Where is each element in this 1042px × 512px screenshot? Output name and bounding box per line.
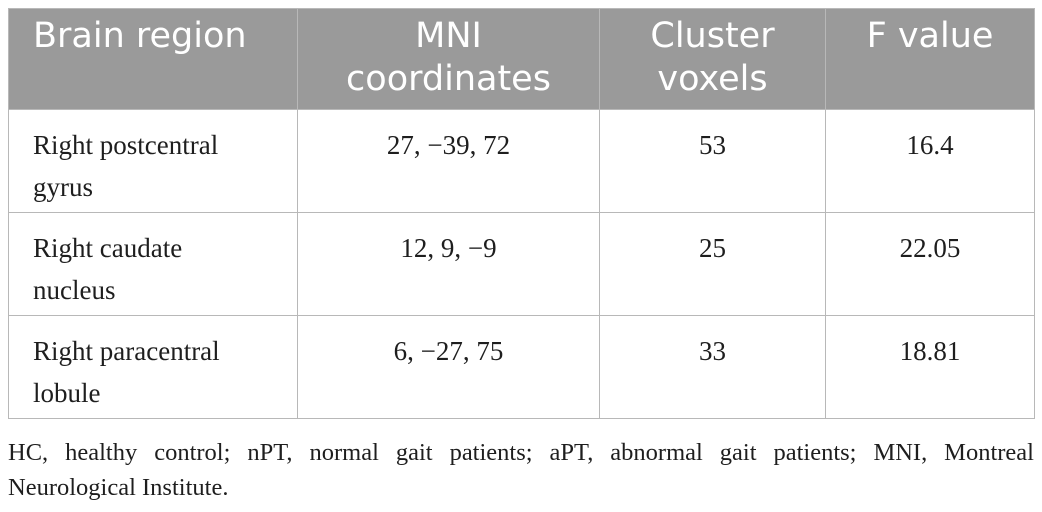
cell-brain-region: Right postcentral gyrus [8, 109, 298, 213]
cell-mni-coordinates: 12, 9, −9 [297, 212, 600, 316]
header-brain-region: Brain region [8, 8, 298, 110]
cell-cluster-voxels: 53 [599, 109, 826, 213]
cell-f-value: 16.4 [825, 109, 1035, 213]
table-header: Brain region MNI coordinates Cluster vox… [8, 8, 1035, 110]
region-line2: lobule [33, 378, 101, 408]
header-row: Brain region MNI coordinates Cluster vox… [8, 8, 1035, 110]
table-row: Right postcentral gyrus 27, −39, 72 53 1… [8, 109, 1035, 213]
cell-cluster-voxels: 25 [599, 212, 826, 316]
cell-mni-coordinates: 6, −27, 75 [297, 315, 600, 419]
cell-f-value: 22.05 [825, 212, 1035, 316]
region-line2: gyrus [33, 172, 93, 202]
table-footnote: HC, healthy control; nPT, normal gait pa… [8, 439, 1034, 501]
header-cluster-voxels: Cluster voxels [599, 8, 826, 110]
header-cluster-label-line1: Cluster [650, 16, 775, 56]
header-f-value-label: F value [866, 16, 994, 56]
header-f-value: F value [825, 8, 1035, 110]
header-mni-label-line1: MNI [415, 16, 482, 56]
header-cluster-label-line2: voxels [657, 59, 768, 99]
results-table-container: Brain region MNI coordinates Cluster vox… [8, 8, 1035, 419]
region-line1: Right caudate [33, 233, 183, 263]
cell-brain-region: Right paracentral lobule [8, 315, 298, 419]
cell-brain-region: Right caudate nucleus [8, 212, 298, 316]
region-line1: Right paracentral [33, 336, 220, 366]
table-row: Right paracentral lobule 6, −27, 75 33 1… [8, 315, 1035, 419]
table-body: Right postcentral gyrus 27, −39, 72 53 1… [8, 109, 1035, 419]
region-line1: Right postcentral [33, 130, 219, 160]
header-mni-label-line2: coordinates [346, 59, 551, 99]
table-row: Right caudate nucleus 12, 9, −9 25 22.05 [8, 212, 1035, 316]
cell-f-value: 18.81 [825, 315, 1035, 419]
region-line2: nucleus [33, 275, 116, 305]
cell-mni-coordinates: 27, −39, 72 [297, 109, 600, 213]
header-brain-region-label: Brain region [33, 16, 247, 56]
header-mni-coordinates: MNI coordinates [297, 8, 600, 110]
brain-region-table: Brain region MNI coordinates Cluster vox… [8, 8, 1035, 419]
cell-cluster-voxels: 33 [599, 315, 826, 419]
